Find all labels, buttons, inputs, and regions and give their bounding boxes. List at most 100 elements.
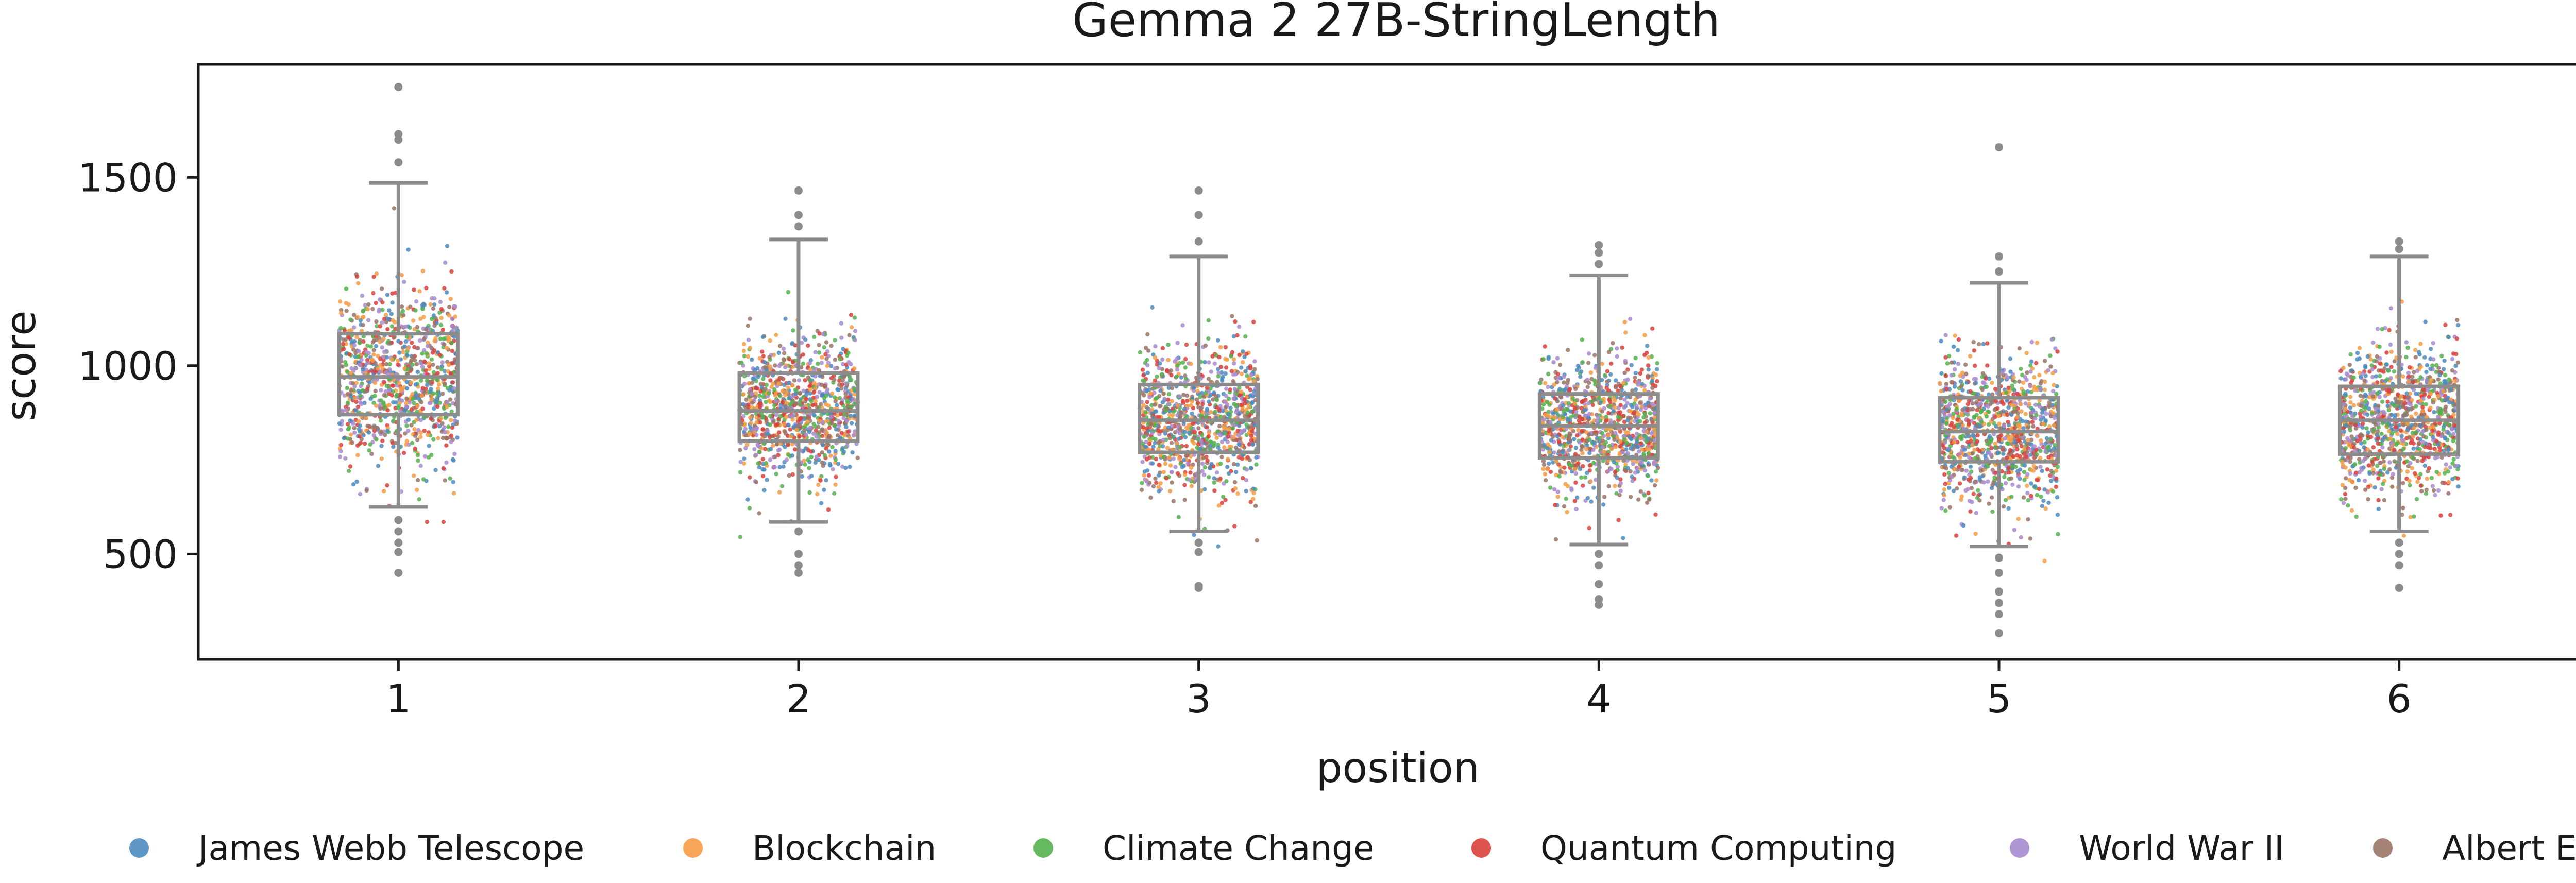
strip-point [444, 436, 449, 441]
strip-point [1224, 479, 1229, 484]
strip-point [1554, 380, 1560, 385]
strip-point [1990, 380, 1994, 385]
strip-point [1555, 372, 1561, 377]
strip-point [1578, 375, 1583, 379]
strip-point [1960, 407, 1965, 412]
strip-point [1974, 511, 1979, 516]
strip-point [742, 461, 747, 466]
strip-point [2025, 441, 2030, 447]
strip-point [447, 304, 452, 310]
strip-point [1226, 457, 1230, 462]
strip-point [2027, 402, 2032, 406]
strip-point [2006, 405, 2011, 410]
strip-point [2006, 385, 2011, 390]
strip-point [821, 443, 825, 448]
strip-point [790, 441, 795, 447]
strip-point [2042, 487, 2047, 492]
strip-point [1200, 402, 1205, 406]
strip-point [1963, 488, 1968, 493]
strip-point [2042, 387, 2047, 392]
strip-point [835, 387, 840, 392]
strip-point [384, 370, 388, 375]
strip-point [378, 369, 382, 374]
strip-point [1628, 446, 1633, 451]
strip-point [1183, 435, 1188, 439]
strip-point [1202, 472, 1207, 477]
strip-point [2033, 402, 2038, 407]
strip-point [1211, 397, 1215, 402]
strip-point [1967, 451, 1971, 456]
strip-point [1606, 469, 1611, 473]
strip-point [406, 428, 411, 433]
strip-point [412, 427, 417, 432]
strip-point [1549, 438, 1554, 443]
strip-point [819, 402, 823, 406]
strip-point [768, 414, 773, 418]
strip-point [363, 303, 367, 308]
strip-point [346, 392, 350, 396]
strip-point [1249, 372, 1254, 377]
strip-point [1629, 363, 1634, 367]
strip-point [1180, 323, 1185, 328]
strip-point [412, 287, 416, 292]
strip-point [361, 433, 366, 437]
strip-point [817, 430, 822, 435]
strip-point [819, 361, 824, 365]
strip-point [760, 349, 765, 354]
strip-point [1236, 455, 1241, 460]
strip-point [443, 430, 448, 435]
strip-point [808, 367, 813, 372]
strip-point [348, 418, 352, 423]
strip-point [1161, 437, 1166, 443]
strip-point [1974, 381, 1978, 385]
strip-point [451, 458, 456, 463]
strip-point [843, 392, 848, 396]
strip-point [1630, 479, 1635, 483]
strip-point [750, 380, 755, 385]
strip-point [1166, 342, 1171, 347]
strip-point [1639, 407, 1643, 412]
strip-point [1209, 440, 1214, 445]
strip-point [2040, 504, 2045, 508]
strip-point [1973, 531, 1978, 536]
strip-point [1222, 399, 1227, 404]
strip-point [786, 385, 790, 390]
strip-point [1943, 508, 1948, 513]
strip-point [1647, 497, 1652, 502]
strip-point [738, 448, 742, 452]
strip-point [1184, 414, 1189, 418]
strip-point [2005, 398, 2009, 403]
strip-point [754, 480, 759, 485]
strip-point [827, 426, 832, 430]
strip-point [1155, 396, 1159, 400]
strip-point [443, 478, 447, 483]
strip-point [786, 423, 791, 428]
strip-point [1145, 426, 1149, 431]
strip-point [1646, 400, 1651, 405]
strip-point [436, 382, 442, 387]
strip-point [400, 309, 405, 313]
strip-point [418, 464, 423, 468]
strip-point [358, 363, 362, 367]
strip-point [359, 358, 364, 362]
strip-point [824, 356, 829, 361]
strip-point [361, 367, 365, 372]
strip-point [1235, 462, 1240, 467]
strip-point [1166, 358, 1171, 362]
strip-point [1219, 501, 1225, 505]
strip-point [826, 443, 831, 447]
strip-point [1955, 417, 1960, 422]
strip-point [338, 299, 343, 304]
strip-point [1553, 537, 1558, 542]
strip-point [2032, 444, 2037, 449]
strip-point [1587, 463, 1592, 468]
strip-point [372, 381, 378, 385]
strip-point [431, 362, 435, 367]
strip-point [422, 336, 427, 341]
strip-point [443, 381, 447, 386]
strip-point [1649, 431, 1654, 436]
strip-point [1979, 420, 1984, 424]
strip-point [1207, 399, 1211, 404]
strip-point [1195, 389, 1200, 394]
strip-point [2039, 441, 2044, 446]
